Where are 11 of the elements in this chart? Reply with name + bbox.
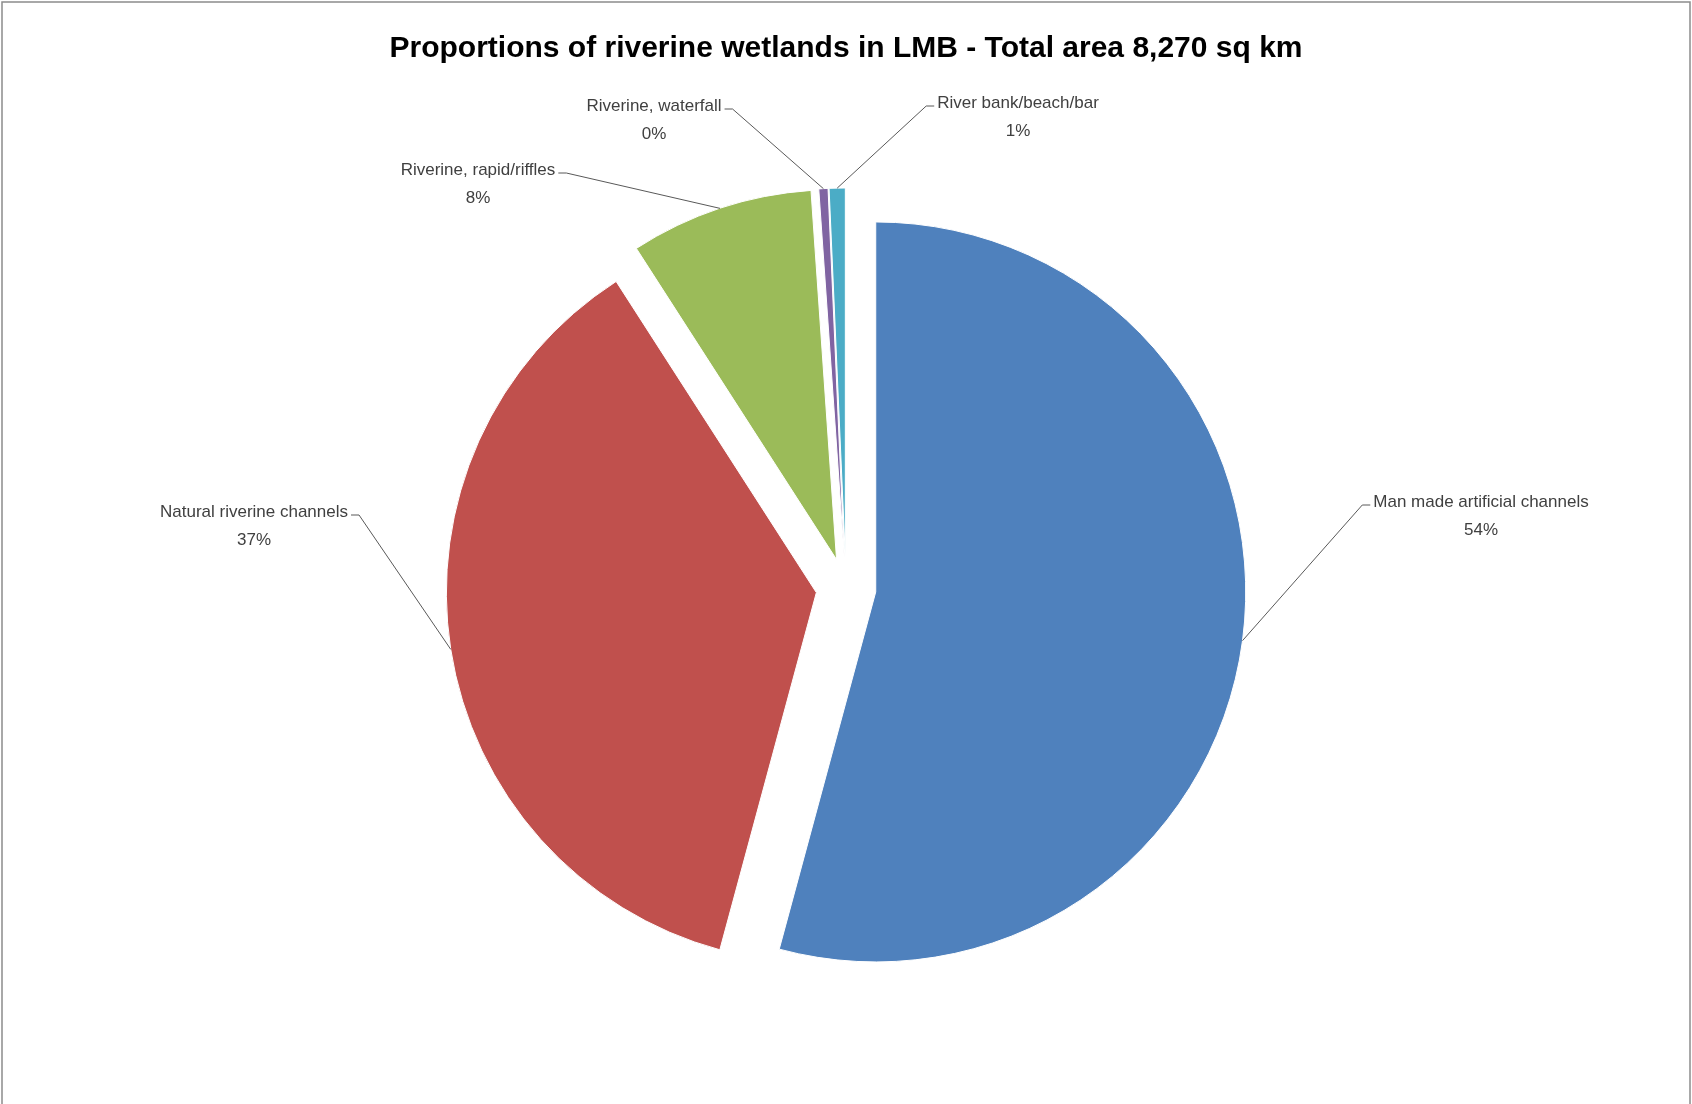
slice-label: Riverine, rapid/riffles	[400, 160, 556, 179]
data-label: 54%	[1463, 520, 1499, 539]
data-label: 8%	[465, 188, 491, 207]
chart-title: Proportions of riverine wetlands in LMB - Total area 8,270 sq km	[389, 30, 1303, 63]
data-label: 0%	[641, 124, 667, 143]
slice-label: Riverine, waterfall	[586, 96, 722, 115]
data-label: 37%	[236, 530, 272, 549]
slice-label: Man made artificial channels	[1373, 492, 1589, 511]
slice-label: Natural riverine channels	[159, 502, 349, 521]
slice-label: River bank/beach/bar	[937, 93, 1100, 112]
data-label: 1%	[1005, 121, 1031, 140]
